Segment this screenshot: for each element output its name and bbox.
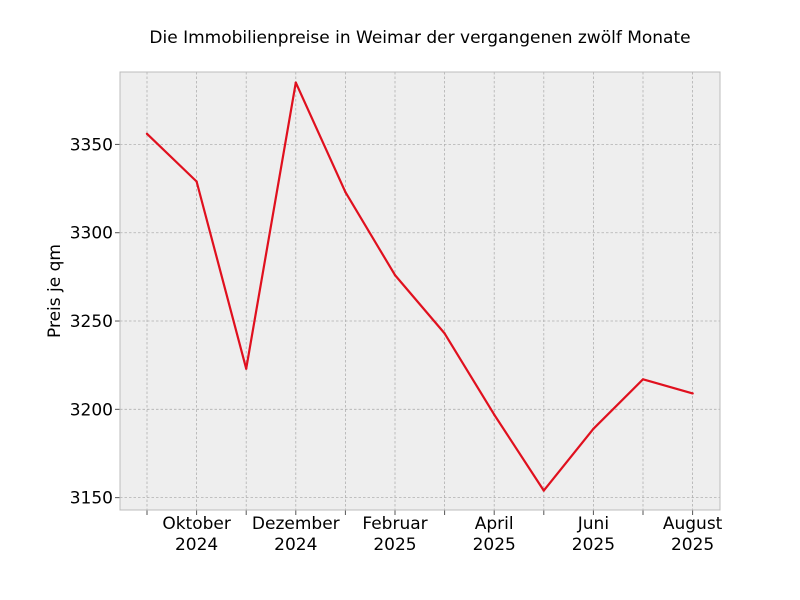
data-point <box>344 191 347 194</box>
data-point <box>691 392 694 395</box>
x-tick-label: Februar <box>362 514 427 534</box>
axis-ticks <box>115 143 694 515</box>
plot-frame <box>119 71 721 511</box>
data-point <box>443 332 446 335</box>
x-tick-label: Juni <box>577 514 609 534</box>
x-tick-label: 2024 <box>274 535 317 555</box>
x-tick-label: Dezember <box>252 514 340 534</box>
y-tick-labels: 3150 3200 3250 3300 3350 <box>70 135 113 508</box>
series-layer <box>145 81 694 492</box>
data-point <box>493 413 496 416</box>
chart-title: Die Immobilienpreise in Weimar der verga… <box>149 28 690 48</box>
y-tick-label: 3200 <box>70 400 113 420</box>
y-tick-label: 3250 <box>70 312 113 332</box>
x-tick-label: April <box>475 514 514 534</box>
x-tick-label: Oktober <box>162 514 231 534</box>
data-point <box>393 274 397 277</box>
y-tick-label: 3350 <box>70 135 113 155</box>
data-point <box>195 180 198 183</box>
x-tick-label: 2025 <box>473 535 516 555</box>
y-axis-label: Preis je qm <box>45 244 65 338</box>
x-tick-label: 2025 <box>572 535 615 555</box>
grid-lines <box>120 72 720 510</box>
x-tick-label: August <box>663 514 723 534</box>
x-tick-label: 2025 <box>373 535 416 555</box>
price-line <box>145 81 694 492</box>
x-tick-labels: Oktober2024Dezember2024Februar2025April2… <box>162 514 722 555</box>
data-point <box>294 81 297 84</box>
data-point <box>145 132 149 135</box>
plot-area <box>120 72 720 510</box>
y-tick-label: 3300 <box>70 224 113 244</box>
y-tick-label: 3150 <box>70 489 113 509</box>
data-point <box>245 367 248 370</box>
data-point <box>542 489 545 492</box>
x-tick-label: 2025 <box>671 535 714 555</box>
data-point <box>641 378 645 381</box>
x-tick-label: 2024 <box>175 535 218 555</box>
data-point <box>592 427 595 430</box>
